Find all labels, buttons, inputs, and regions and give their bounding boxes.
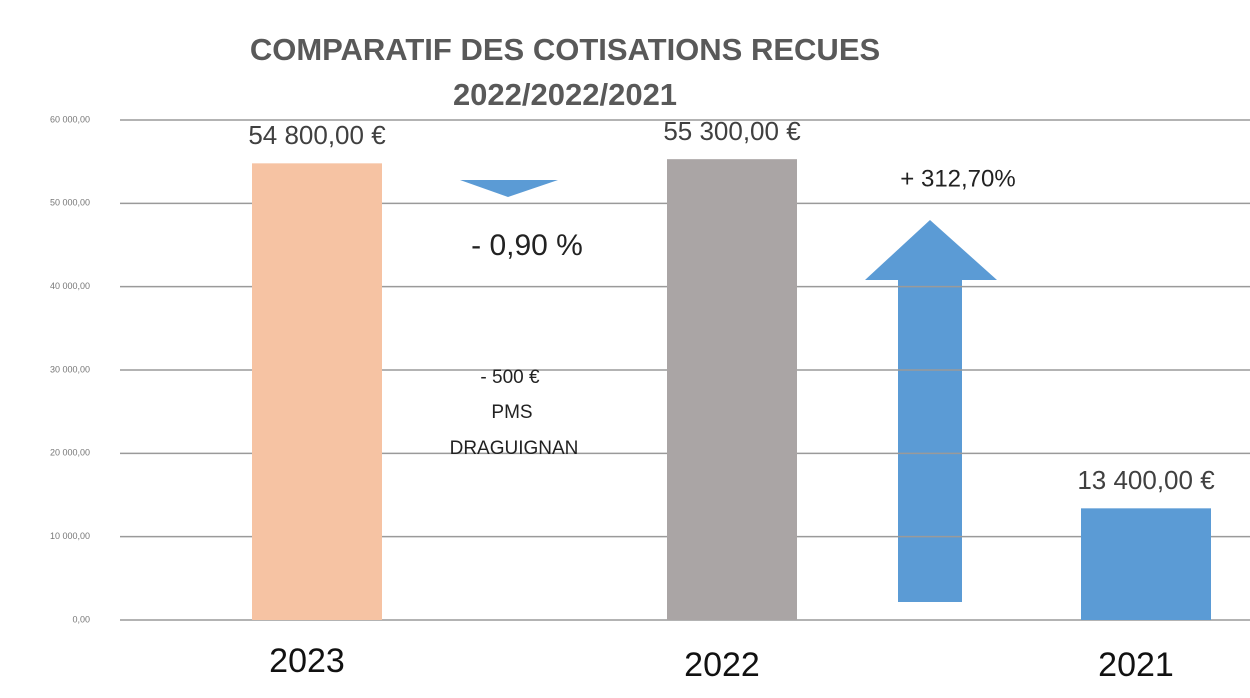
x-tick-label: 2022 bbox=[684, 646, 760, 684]
y-tick-label: 10 000,00 bbox=[50, 531, 90, 541]
chart-title: COMPARATIF DES COTISATIONS RECUES bbox=[250, 32, 880, 67]
x-tick-label: 2021 bbox=[1098, 646, 1174, 684]
annotation: DRAGUIGNAN bbox=[450, 438, 579, 459]
value-label: 13 400,00 € bbox=[1077, 465, 1215, 495]
y-tick-label: 60 000,00 bbox=[50, 114, 90, 124]
annotation: + 312,70% bbox=[900, 165, 1015, 192]
y-tick-label: 30 000,00 bbox=[50, 364, 90, 374]
y-tick-label: 50 000,00 bbox=[50, 198, 90, 208]
chart-title: 2022/2022/2021 bbox=[453, 77, 677, 112]
bar bbox=[252, 163, 382, 621]
bar bbox=[667, 159, 797, 620]
up-arrow bbox=[865, 220, 997, 602]
y-tick-label: 20 000,00 bbox=[50, 448, 90, 458]
down-arrow bbox=[460, 180, 558, 197]
value-label: 55 300,00 € bbox=[663, 116, 801, 146]
value-label: 54 800,00 € bbox=[248, 120, 386, 150]
x-tick-label: 2023 bbox=[269, 642, 345, 680]
bar bbox=[1081, 508, 1211, 620]
annotation: - 0,90 % bbox=[471, 229, 583, 262]
y-tick-label: 0,00 bbox=[72, 614, 90, 624]
annotation: - 500 € bbox=[480, 367, 540, 388]
arrows bbox=[460, 180, 997, 602]
annotation: PMS bbox=[491, 402, 532, 423]
y-tick-label: 40 000,00 bbox=[50, 281, 90, 291]
